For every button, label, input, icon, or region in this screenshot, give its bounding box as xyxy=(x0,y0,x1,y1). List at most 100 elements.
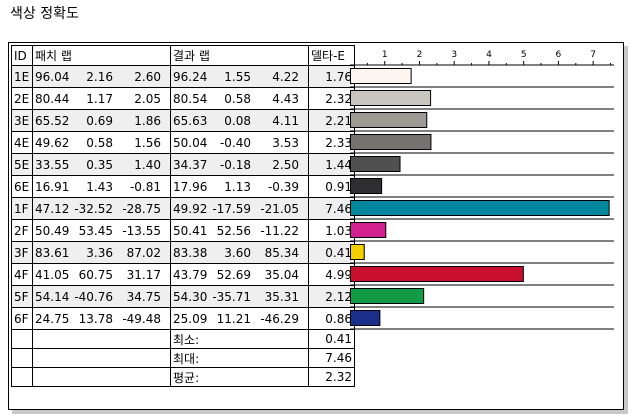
table-row: 5F 54.14 -40.76 34.75 54.30 -35.71 35.31 2.12 xyxy=(11,285,355,308)
summary-label: 평균: xyxy=(170,367,309,387)
result-value: 3.53 xyxy=(272,135,299,150)
result-value: 0.58 xyxy=(224,91,251,106)
delta-e-bar xyxy=(350,310,381,326)
row-id: 5E xyxy=(11,153,33,176)
table-row: 1F 47.12 -32.52 -28.75 49.92 -17.59 -21.05 7.46 xyxy=(11,197,355,220)
x-tick-label: 3 xyxy=(451,50,457,60)
result-value: 50.04 xyxy=(173,135,208,150)
color-accuracy-table: ID 패치 랩 결과 랩 델타-E 1E 96.04 2.16 2.60 96.24 1.… xyxy=(11,45,355,387)
table-row: 1E 96.04 2.16 2.60 96.24 1.55 4.22 1.76 xyxy=(11,65,355,88)
result-value: -21.05 xyxy=(260,201,299,216)
empty-cell xyxy=(11,329,33,349)
delta-e-bar xyxy=(350,178,383,194)
patch-lab-values: 16.91 1.43 -0.81 xyxy=(32,175,171,198)
delta-e-bar xyxy=(350,68,412,84)
patch-value: 47.12 xyxy=(35,201,70,216)
table-row: 5E 33.55 0.35 1.40 34.37 -0.18 2.50 1.44 xyxy=(11,153,355,176)
table-row: 3F 83.61 3.36 87.02 83.38 3.60 85.34 0.41 xyxy=(11,241,355,264)
result-value: 85.34 xyxy=(264,245,299,260)
table-row: 6F 24.75 13.78 -49.48 25.09 11.21 -46.29 0.86 xyxy=(11,307,355,330)
delta-e-value: 4.99 xyxy=(308,263,355,286)
patch-value: 2.05 xyxy=(134,91,161,106)
patch-value: 13.78 xyxy=(78,311,113,326)
result-value: -0.18 xyxy=(219,157,251,172)
patch-value: -40.76 xyxy=(74,289,113,304)
page-title: 색상 정확도 xyxy=(10,6,79,22)
patch-value: 16.91 xyxy=(35,179,70,194)
result-value: 34.37 xyxy=(173,157,208,172)
patch-value: 2.16 xyxy=(86,69,113,84)
x-tick-label: 5 xyxy=(521,50,527,60)
row-id: 2F xyxy=(11,219,33,242)
result-value: -17.59 xyxy=(212,201,251,216)
patch-value: -28.75 xyxy=(122,201,161,216)
summary-label: 최소: xyxy=(170,329,309,349)
patch-value: 41.05 xyxy=(35,267,70,282)
result-lab-values: 43.79 52.69 35.04 xyxy=(170,263,309,286)
result-lab-values: 50.04 -0.40 3.53 xyxy=(170,131,309,154)
empty-cell xyxy=(32,329,171,349)
patch-value: 54.14 xyxy=(35,289,70,304)
delta-e-bar xyxy=(350,288,425,304)
patch-lab-values: 83.61 3.36 87.02 xyxy=(32,241,171,264)
patch-lab-values: 50.49 53.45 -13.55 xyxy=(32,219,171,242)
header-delta-e: 델타-E xyxy=(308,45,355,66)
patch-value: -32.52 xyxy=(74,201,113,216)
result-lab-values: 96.24 1.55 4.22 xyxy=(170,65,309,88)
patch-value: 1.40 xyxy=(134,157,161,172)
delta-e-bar xyxy=(350,134,432,150)
result-lab-values: 17.96 1.13 -0.39 xyxy=(170,175,309,198)
patch-value: 65.52 xyxy=(35,113,70,128)
result-lab-values: 34.37 -0.18 2.50 xyxy=(170,153,309,176)
table-header-row: ID 패치 랩 결과 랩 델타-E xyxy=(11,45,355,66)
summary-row: 최소: 0.41 xyxy=(11,329,355,349)
table-row: 4F 41.05 60.75 31.17 43.79 52.69 35.04 4.99 xyxy=(11,263,355,286)
table-row: 2F 50.49 53.45 -13.55 50.41 52.56 -11.22 1.03 xyxy=(11,219,355,242)
delta-e-value: 2.21 xyxy=(308,109,355,132)
patch-lab-values: 33.55 0.35 1.40 xyxy=(32,153,171,176)
x-tick-label: 7 xyxy=(590,50,596,60)
patch-lab-values: 24.75 13.78 -49.48 xyxy=(32,307,171,330)
delta-e-value: 2.33 xyxy=(308,131,355,154)
result-lab-values: 83.38 3.60 85.34 xyxy=(170,241,309,264)
delta-e-bar xyxy=(350,156,401,172)
result-value: 96.24 xyxy=(173,69,208,84)
result-value: 1.13 xyxy=(224,179,251,194)
table-row: 3E 65.52 0.69 1.86 65.63 0.08 4.11 2.21 xyxy=(11,109,355,132)
patch-value: 60.75 xyxy=(78,267,113,282)
patch-value: 80.44 xyxy=(35,91,70,106)
result-value: 4.22 xyxy=(272,69,299,84)
patch-value: 1.43 xyxy=(86,179,113,194)
result-value: -11.22 xyxy=(260,223,299,238)
result-value: 65.63 xyxy=(173,113,208,128)
result-value: 25.09 xyxy=(173,311,208,326)
empty-cell xyxy=(32,367,171,387)
delta-e-value: 1.44 xyxy=(308,153,355,176)
patch-value: 1.86 xyxy=(134,113,161,128)
delta-e-bar xyxy=(350,90,432,106)
patch-value: 31.17 xyxy=(126,267,161,282)
patch-value: 0.35 xyxy=(86,157,113,172)
patch-lab-values: 96.04 2.16 2.60 xyxy=(32,65,171,88)
delta-e-value: 7.46 xyxy=(308,197,355,220)
x-tick-label: 4 xyxy=(486,50,492,60)
delta-e-bar-chart: 1 2 3 4 5 6 7 xyxy=(350,50,614,330)
summary-value: 7.46 xyxy=(308,348,355,368)
result-lab-values: 54.30 -35.71 35.31 xyxy=(170,285,309,308)
row-id: 5F xyxy=(11,285,33,308)
delta-e-value: 2.32 xyxy=(308,87,355,110)
patch-value: 1.17 xyxy=(86,91,113,106)
result-value: 80.54 xyxy=(173,91,208,106)
delta-e-value: 0.91 xyxy=(308,175,355,198)
delta-e-bar xyxy=(350,266,524,282)
empty-cell xyxy=(32,348,171,368)
patch-value: 49.62 xyxy=(35,135,70,150)
table-row: 4E 49.62 0.58 1.56 50.04 -0.40 3.53 2.33 xyxy=(11,131,355,154)
result-value: 3.60 xyxy=(224,245,251,260)
x-tick-label: 1 xyxy=(382,50,388,60)
summary-label: 최대: xyxy=(170,348,309,368)
result-value: 52.56 xyxy=(216,223,251,238)
row-id: 2E xyxy=(11,87,33,110)
result-value: 0.08 xyxy=(224,113,251,128)
result-value: -0.39 xyxy=(267,179,299,194)
